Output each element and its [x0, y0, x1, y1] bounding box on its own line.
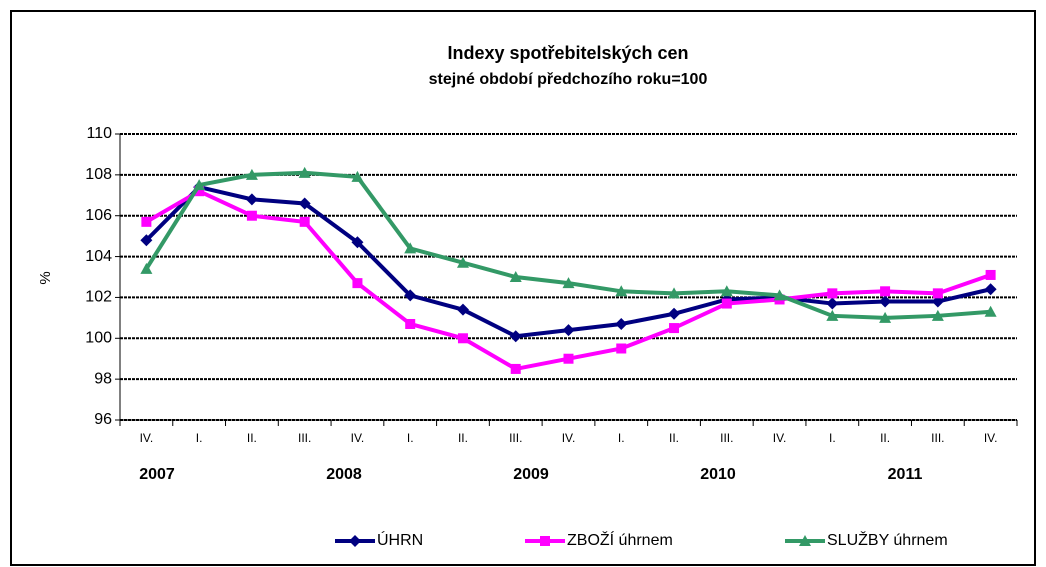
marker	[826, 309, 839, 321]
marker	[984, 305, 997, 317]
y-axis-label: %	[37, 271, 54, 284]
marker	[615, 317, 628, 330]
x-tick-label: III.	[931, 431, 944, 445]
marker	[351, 236, 364, 249]
marker	[985, 269, 996, 280]
x-tick-label: III.	[298, 431, 311, 445]
marker	[799, 535, 811, 546]
marker	[984, 283, 997, 296]
marker	[669, 323, 680, 334]
marker	[298, 166, 311, 178]
x-tick-label: I.	[196, 431, 203, 445]
x-tick-label: III.	[509, 431, 522, 445]
y-tick-label: 102	[85, 289, 112, 306]
y-tick-label: 104	[85, 248, 112, 265]
marker	[404, 289, 417, 302]
marker	[194, 186, 205, 197]
marker	[352, 278, 363, 289]
marker	[540, 536, 550, 546]
x-tick-label: IV.	[984, 431, 998, 445]
marker	[509, 330, 522, 343]
marker	[720, 285, 733, 297]
marker	[932, 288, 943, 299]
marker	[509, 271, 522, 282]
marker	[563, 353, 574, 364]
x-tick-label: I.	[407, 431, 414, 445]
chart-title: Indexy spotřebitelských cen	[447, 43, 688, 63]
marker	[246, 210, 257, 221]
marker	[193, 179, 206, 191]
y-tick-label: 100	[85, 330, 112, 347]
marker	[141, 216, 152, 227]
marker	[616, 343, 627, 354]
x-tick-label: II.	[880, 431, 890, 445]
marker	[879, 311, 892, 323]
marker	[456, 303, 469, 316]
marker	[615, 285, 628, 297]
marker	[456, 256, 469, 268]
y-tick-label: 108	[85, 166, 112, 183]
marker	[668, 287, 681, 299]
marker	[931, 295, 944, 308]
y-tick-label: 110	[86, 125, 112, 142]
chart-border	[10, 10, 1036, 566]
marker	[510, 363, 521, 374]
x-tick-label: I.	[618, 431, 625, 445]
marker	[245, 168, 258, 180]
marker	[404, 242, 417, 254]
x-tick-label: III.	[720, 431, 733, 445]
x-tick-label: II.	[669, 431, 679, 445]
y-tick-label: 106	[85, 207, 112, 224]
x-tick-label: IV.	[562, 431, 576, 445]
marker	[140, 234, 153, 247]
marker	[405, 318, 416, 329]
year-label: 2007	[139, 466, 175, 483]
marker	[826, 297, 839, 310]
year-label: 2011	[888, 466, 923, 483]
year-label: 2008	[326, 466, 362, 483]
marker	[351, 170, 364, 182]
marker	[668, 307, 681, 320]
marker	[299, 216, 310, 227]
y-tick-label: 98	[94, 370, 112, 387]
legend-label: ZBOŽÍ úhrnem	[567, 530, 673, 549]
marker	[879, 295, 892, 308]
x-tick-label: I.	[829, 431, 836, 445]
x-tick-label: II.	[458, 431, 468, 445]
x-tick-label: II.	[247, 431, 257, 445]
marker	[721, 298, 732, 309]
legend-label: ÚHRN	[377, 530, 423, 549]
marker	[457, 333, 468, 344]
year-label: 2010	[700, 466, 736, 483]
chart-subtitle: stejné období předchozího roku=100	[429, 71, 708, 88]
marker	[773, 289, 786, 301]
marker	[140, 262, 153, 274]
x-tick-label: IV.	[351, 431, 365, 445]
marker	[298, 197, 311, 210]
marker	[562, 277, 575, 289]
marker	[931, 309, 944, 321]
marker	[349, 535, 361, 547]
year-label: 2009	[513, 466, 549, 483]
marker	[827, 288, 838, 299]
legend-label: SLUŽBY úhrnem	[827, 530, 948, 549]
y-tick-label: 96	[94, 411, 112, 428]
marker	[562, 324, 575, 337]
x-tick-label: IV.	[140, 431, 154, 445]
marker	[245, 193, 258, 206]
marker	[880, 286, 891, 297]
x-tick-label: IV.	[773, 431, 787, 445]
